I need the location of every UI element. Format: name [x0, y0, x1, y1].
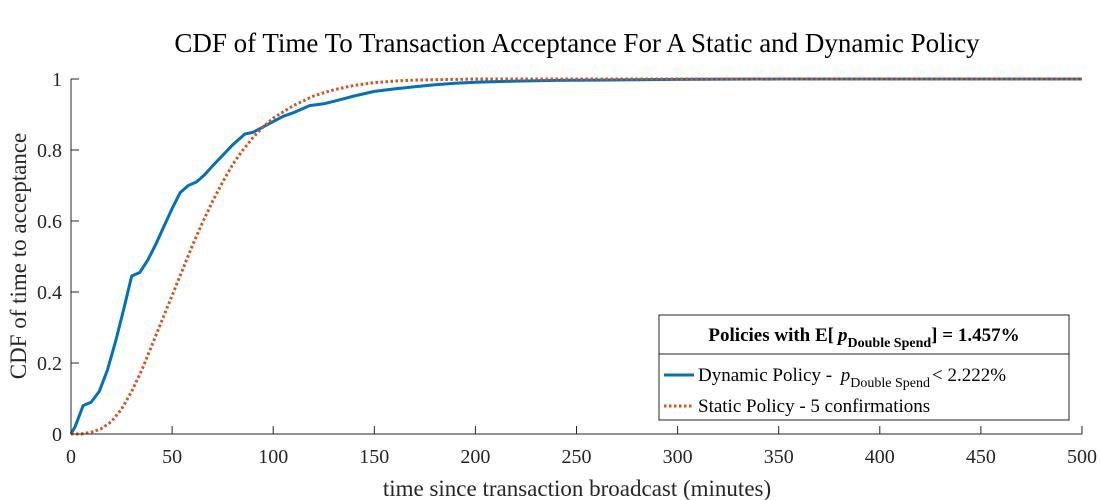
x-tick-label: 400 [865, 446, 895, 468]
y-tick-label: 1 [52, 69, 62, 91]
y-tick-label: 0 [52, 424, 62, 446]
x-axis-label: time since transaction broadcast (minute… [383, 476, 771, 500]
y-axis-label: CDF of time to acceptance [6, 133, 31, 380]
x-tick-label: 450 [966, 446, 996, 468]
legend-box [658, 314, 1070, 421]
y-tick-label: 0.6 [37, 211, 62, 233]
x-tick-label: 50 [162, 446, 182, 468]
x-tick-label: 300 [663, 446, 693, 468]
x-tick-label: 100 [258, 446, 288, 468]
x-tick-label: 500 [1067, 446, 1097, 468]
series-line-dynamic [69, 77, 1082, 435]
legend-entry-static: Static Policy - 5 confirmations [698, 396, 930, 417]
y-tick-label: 0.4 [37, 282, 62, 304]
x-tick-label: 150 [359, 446, 389, 468]
x-tick-label: 0 [66, 446, 76, 468]
legend-title: Policies with E[pDouble Spend] = 1.457% [708, 325, 1019, 351]
x-tick-label: 250 [562, 446, 592, 468]
x-axis-ticks: 0 50 100 150 200 250 300 350 400 450 500 [66, 426, 1097, 468]
x-tick-label: 200 [460, 446, 490, 468]
y-tick-label: 0.2 [37, 353, 62, 375]
legend-entry-dynamic: Dynamic Policy - pDouble Spend < 2.222% [698, 365, 1006, 391]
y-axis-ticks: 0 0.2 0.4 0.6 0.8 1 [37, 69, 79, 446]
chart-title: CDF of Time To Transaction Acceptance Fo… [174, 28, 980, 58]
x-tick-label: 350 [764, 446, 794, 468]
legend: Policies with E[pDouble Spend] = 1.457% … [658, 314, 1070, 421]
series-lines [69, 77, 1082, 436]
y-tick-label: 0.8 [37, 140, 62, 162]
